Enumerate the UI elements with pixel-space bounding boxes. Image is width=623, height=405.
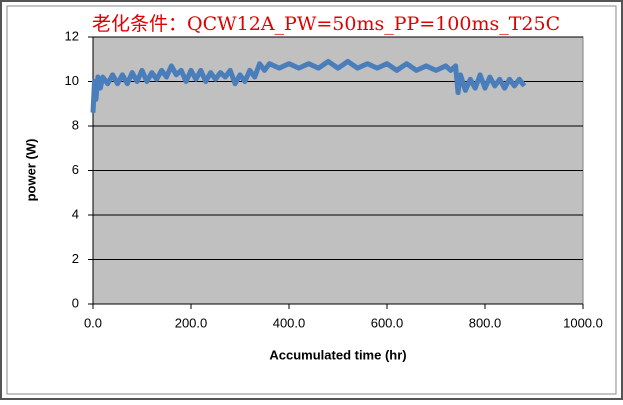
- chart-title: 老化条件：QCW12A_PW=50ms_PP=100ms_T25C: [92, 13, 560, 35]
- x-tick-label: 0.0: [84, 315, 102, 330]
- y-tick-label: 2: [72, 251, 79, 266]
- y-tick-label: 6: [72, 162, 79, 177]
- chart-border: [6, 5, 617, 395]
- x-axis-label: Accumulated time (hr): [269, 347, 406, 362]
- x-tick-label: 400.0: [273, 315, 306, 330]
- y-tick-label: 4: [72, 206, 79, 221]
- data-line: [90, 58, 527, 113]
- y-tick-label: 10: [65, 73, 79, 88]
- y-axis-label: power (W): [23, 139, 38, 202]
- x-tick-label: 600.0: [371, 315, 404, 330]
- x-tick-label: 1000.0: [563, 315, 603, 330]
- x-tick-label: 800.0: [469, 315, 502, 330]
- y-tick-label: 12: [65, 28, 79, 43]
- y-tick-label: 8: [72, 117, 79, 132]
- x-tick-label: 200.0: [175, 315, 208, 330]
- y-tick-label: 0: [72, 295, 79, 310]
